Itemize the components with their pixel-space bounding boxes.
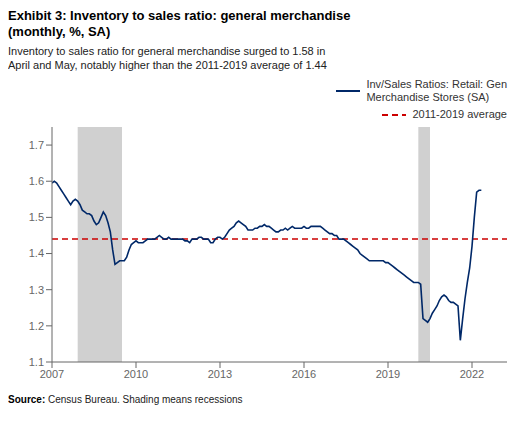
svg-text:2022: 2022 xyxy=(460,368,484,380)
svg-text:2019: 2019 xyxy=(376,368,400,380)
svg-text:1.3: 1.3 xyxy=(29,284,44,296)
svg-text:2016: 2016 xyxy=(292,368,316,380)
svg-text:1.1: 1.1 xyxy=(29,356,44,368)
svg-text:1.7: 1.7 xyxy=(29,139,44,151)
svg-text:2013: 2013 xyxy=(208,368,232,380)
svg-text:2007: 2007 xyxy=(40,368,64,380)
html-text:Inventory to sales ratio for g: Inventory to sales ratio for general mer… xyxy=(8,45,327,71)
html-text:Source: Census Bureau. Shading: Source: Census Bureau. Shading means rec… xyxy=(8,394,243,405)
svg-text:1.4: 1.4 xyxy=(29,247,44,259)
svg-text:1.5: 1.5 xyxy=(29,211,44,223)
html-text:Exhibit 3: Inventory to sales: Exhibit 3: Inventory to sales ratio: gen… xyxy=(8,8,351,39)
svg-text:1.6: 1.6 xyxy=(29,175,44,187)
svg-text:1.2: 1.2 xyxy=(29,320,44,332)
svg-text:2010: 2010 xyxy=(124,368,148,380)
html-text:Inv/Sales Ratios: Retail: Gen: Inv/Sales Ratios: Retail: Gen Merchandis… xyxy=(366,78,507,103)
html-text:2011-2019 average: 2011-2019 average xyxy=(412,108,507,120)
